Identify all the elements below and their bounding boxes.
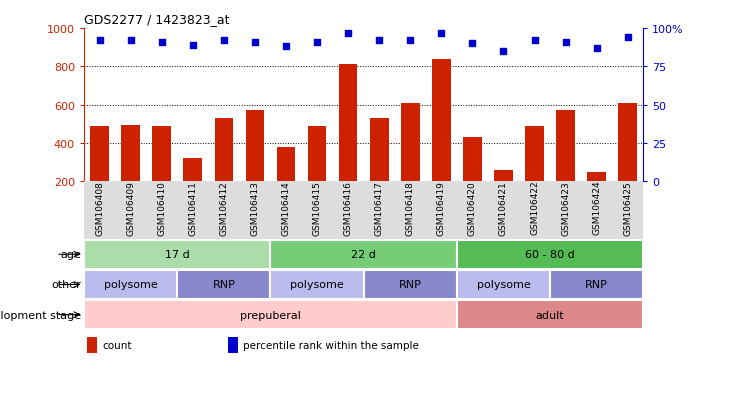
Bar [215,119,233,182]
Bar [183,159,202,182]
Text: 60 - 80 d: 60 - 80 d [525,249,575,260]
Text: polysome: polysome [477,280,531,290]
Text: RNP: RNP [399,280,422,290]
Bar [276,147,295,182]
Text: percentile rank within the sample: percentile rank within the sample [243,340,420,351]
Point [280,44,292,50]
Point [466,41,478,47]
Point [218,38,230,45]
Bar [84,300,457,330]
Point [560,39,572,46]
Point [187,43,199,49]
Bar [618,103,637,182]
Bar [177,270,270,299]
Point [591,45,602,52]
Bar [84,270,177,299]
Point [529,38,540,45]
Text: development stage: development stage [0,310,81,320]
Point [125,38,137,45]
Bar [494,170,512,182]
Bar [463,138,482,182]
Bar [587,172,606,182]
Text: other: other [51,280,81,290]
Text: adult: adult [536,310,564,320]
Bar [457,240,643,269]
Bar [370,119,388,182]
Point [498,48,510,55]
Point [374,38,385,45]
Bar [270,270,363,299]
Text: RNP: RNP [213,280,235,290]
Bar [338,65,357,182]
Bar [525,126,544,182]
Bar [270,240,457,269]
Bar [457,300,643,330]
Bar [152,126,171,182]
Bar [228,337,238,354]
Bar [88,337,97,354]
Bar [457,270,550,299]
Bar [363,270,457,299]
Point [342,30,354,37]
Text: polysome: polysome [104,280,158,290]
Point [436,30,447,37]
Bar [432,59,450,182]
Bar [550,270,643,299]
Text: 17 d: 17 d [165,249,189,260]
Point [156,39,167,46]
Text: RNP: RNP [586,280,608,290]
Text: age: age [61,249,81,260]
Point [404,38,416,45]
Point [311,39,323,46]
Text: GDS2277 / 1423823_at: GDS2277 / 1423823_at [84,13,230,26]
Text: polysome: polysome [290,280,344,290]
Text: count: count [102,340,132,351]
Point [94,38,105,45]
Bar [84,240,270,269]
Bar [121,126,140,182]
Point [249,39,261,46]
Bar [90,126,109,182]
Point [622,35,634,41]
Bar [556,111,575,182]
Text: 22 d: 22 d [351,249,376,260]
Bar [246,111,264,182]
Bar [308,126,326,182]
Text: prepuberal: prepuberal [240,310,301,320]
Bar [401,103,420,182]
